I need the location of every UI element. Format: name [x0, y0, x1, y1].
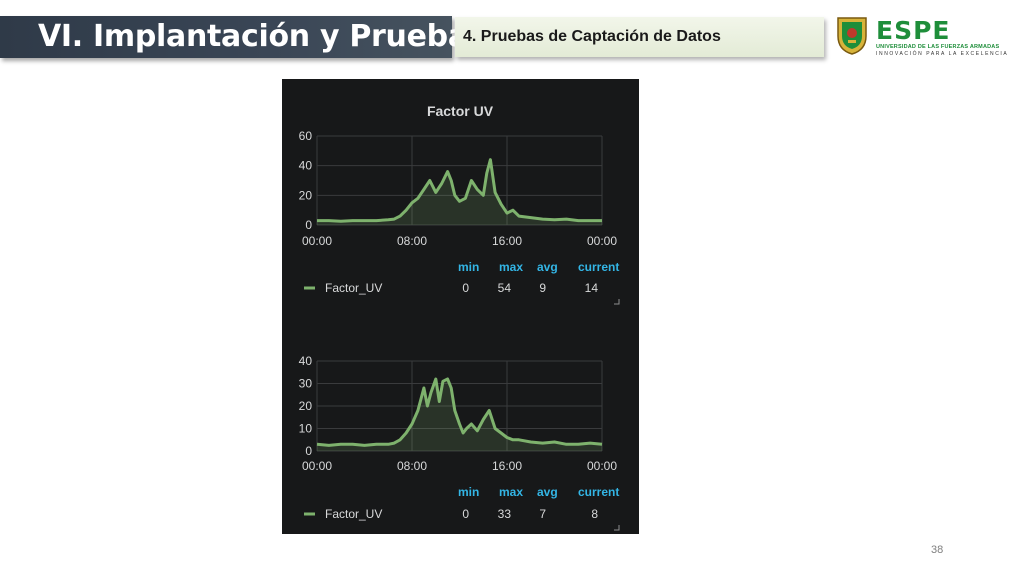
y-tick-label: 10: [299, 422, 313, 436]
y-tick-label: 60: [299, 129, 313, 143]
page-number: 38: [931, 544, 944, 556]
legend-header-avg: avg: [537, 485, 558, 499]
legend-value-min: 0: [462, 281, 469, 295]
legend-value-current: 14: [585, 281, 599, 295]
y-tick-label: 40: [299, 354, 313, 368]
legend-header-current: current: [578, 260, 619, 274]
legend-value-current: 8: [591, 507, 598, 521]
logo-university-name: UNIVERSIDAD DE LAS FUERZAS ARMADAS: [876, 44, 1000, 50]
legend-header-min: min: [458, 485, 479, 499]
legend-value-avg: 7: [539, 507, 546, 521]
x-tick-label: 08:00: [397, 234, 427, 248]
legend-value-min: 0: [462, 507, 469, 521]
y-tick-label: 30: [299, 377, 313, 391]
legend-value-avg: 9: [539, 281, 546, 295]
x-tick-label: 00:00: [587, 234, 617, 248]
y-tick-label: 40: [299, 159, 313, 173]
series-area: [317, 159, 602, 225]
chart-title: Factor UV: [427, 103, 494, 119]
resize-handle-icon: [614, 525, 620, 531]
slide-title-bar: VI. Implantación y Pruebas: [0, 16, 486, 58]
legend-value-max: 33: [498, 507, 512, 521]
y-tick-label: 0: [305, 444, 312, 458]
legend-value-max: 54: [498, 281, 512, 295]
legend-header-max: max: [499, 485, 523, 499]
legend-series-name: Factor_UV: [325, 281, 382, 295]
y-tick-label: 20: [299, 399, 313, 413]
legend-header-avg: avg: [537, 260, 558, 274]
x-tick-label: 00:00: [302, 459, 332, 473]
legend-series-name: Factor_UV: [325, 507, 382, 521]
slide-subtitle-bar: 4. Pruebas de Captación de Datos: [455, 17, 824, 57]
slide-subtitle: 4. Pruebas de Captación de Datos: [463, 28, 721, 45]
legend-header-max: max: [499, 260, 523, 274]
series-area: [317, 379, 602, 451]
series-line: [317, 158, 602, 223]
x-tick-label: 16:00: [492, 234, 522, 248]
logo-motto: INNOVACIÓN PARA LA EXCELENCIA: [876, 51, 1009, 57]
uv-charts: Factor UV 0 20 40 60 00:00 08:00 16:00 00:00 min m…: [299, 103, 620, 531]
x-tick-label: 16:00: [492, 459, 522, 473]
logo-wordmark: ESPE: [876, 16, 951, 45]
series-line: [316, 377, 603, 447]
resize-handle-icon: [614, 299, 620, 305]
y-tick-label: 0: [305, 218, 312, 232]
crest-icon: [837, 17, 867, 55]
legend-header-min: min: [458, 260, 479, 274]
slide-title: VI. Implantación y Pruebas: [38, 19, 486, 54]
grafana-dashboard: Factor UV 0 20 40 60 00:00 08:00 16:00 00:00 min m…: [282, 79, 639, 534]
x-tick-label: 00:00: [302, 234, 332, 248]
x-tick-label: 00:00: [587, 459, 617, 473]
legend-header-current: current: [578, 485, 619, 499]
x-tick-label: 08:00: [397, 459, 427, 473]
espe-logo: ESPE UNIVERSIDAD DE LAS FUERZAS ARMADAS …: [834, 14, 1007, 60]
y-tick-label: 20: [299, 188, 313, 202]
